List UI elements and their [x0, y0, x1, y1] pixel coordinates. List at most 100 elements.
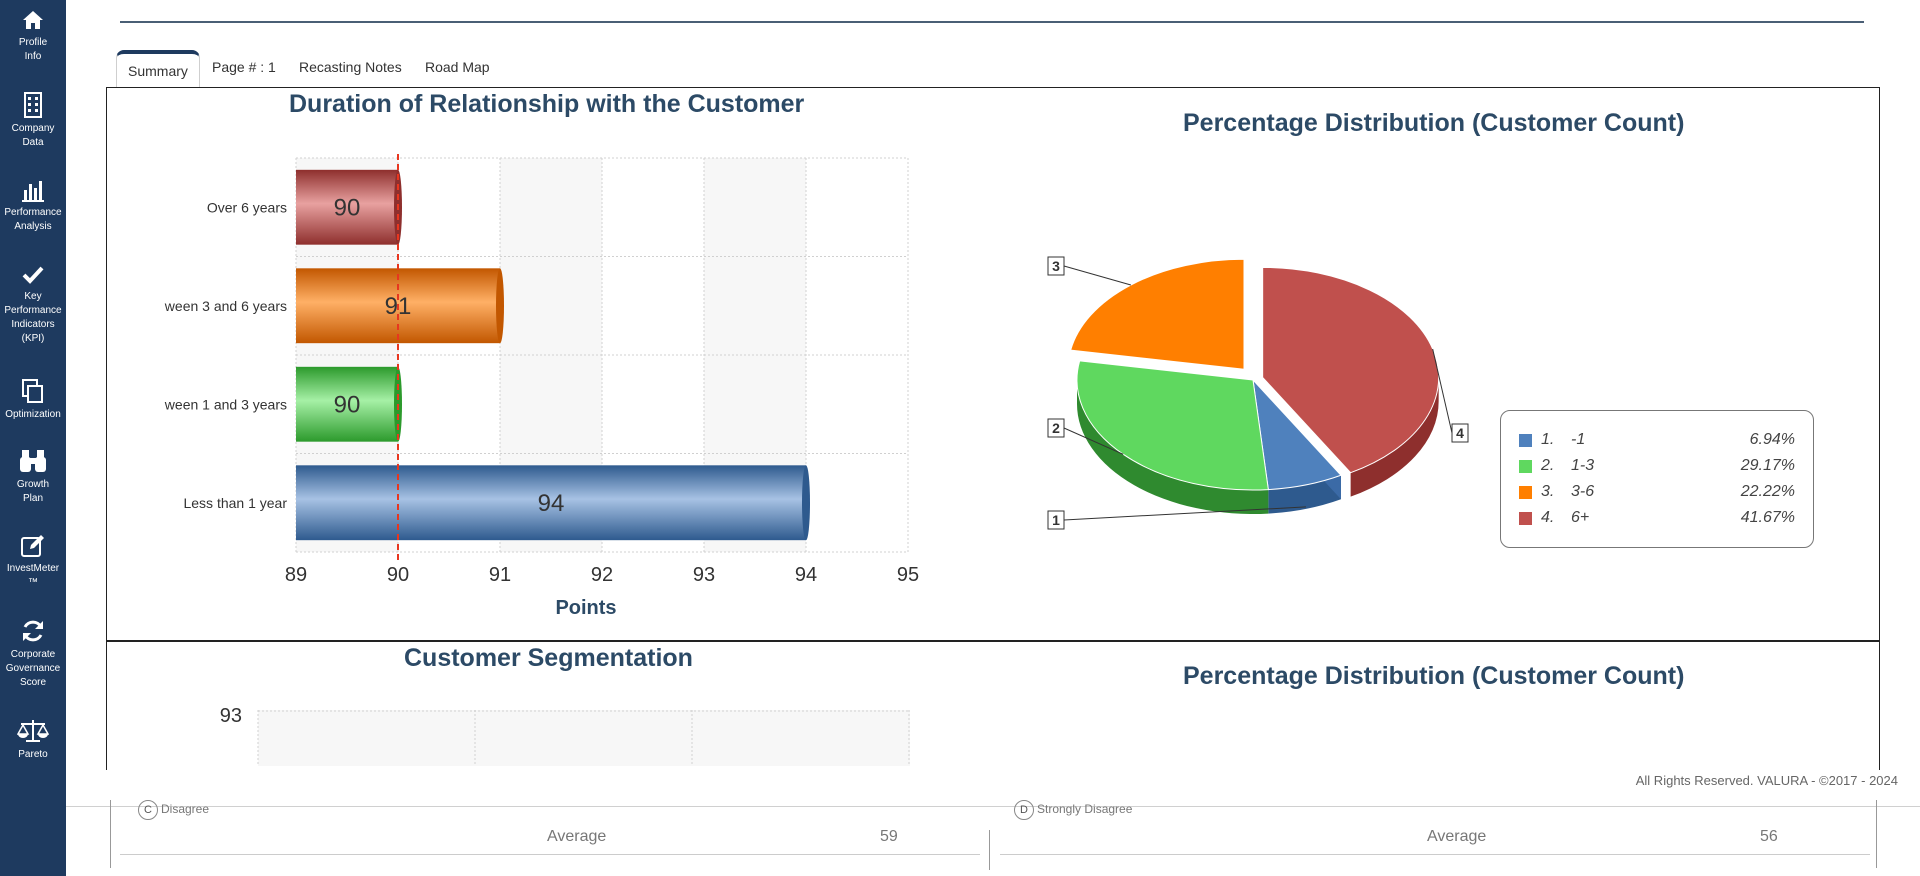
x-tick-label: 93: [693, 564, 715, 586]
tab-road-map[interactable]: Road Map: [425, 59, 490, 75]
pie-slice-side: [1268, 475, 1341, 514]
legend-number: 1.: [1541, 431, 1555, 448]
legend-percent: 41.67%: [1740, 509, 1795, 526]
nav-label: Corporate Governance Score: [5, 649, 61, 688]
nav-item-investmeter[interactable]: InvestMeter ™: [0, 534, 66, 590]
option-d-label: Strongly Disagree: [1037, 802, 1133, 816]
option-d[interactable]: D Strongly Disagree: [1014, 800, 1132, 820]
legend-percent: 22.22%: [1740, 483, 1795, 500]
legend-item[interactable]: 3. 3-6 22.22%: [1519, 481, 1795, 503]
pie-callout-box: [1047, 510, 1065, 530]
nav-item-optimization[interactable]: Optimization: [0, 378, 66, 422]
pie-callout-label: 2: [1052, 420, 1060, 436]
refresh-icon: [23, 620, 43, 642]
nav-label: Optimization: [5, 409, 61, 420]
legend-label: 6+: [1571, 509, 1590, 526]
pie-slice: [1076, 360, 1269, 491]
sidebar: Profile Info Company Data Performance An…: [0, 0, 66, 795]
option-d-letter: D: [1014, 800, 1034, 820]
category-label: Over 6 years: [207, 199, 287, 215]
distribution-pie-chart: 4 1 2 3: [1047, 256, 1469, 530]
grid-band: [258, 710, 910, 766]
pie-chart-title-2: Percentage Distribution (Customer Count): [1183, 662, 1685, 690]
panel-divider: [106, 640, 1879, 642]
pie-callout-box: [1047, 418, 1065, 438]
left-average-underline: [120, 854, 980, 855]
legend-swatch: [1519, 512, 1532, 525]
x-tick-label: 94: [795, 564, 817, 586]
legend-percent: 29.17%: [1740, 457, 1795, 474]
pie-callout-line: [1063, 427, 1124, 455]
bar-chart-icon: [22, 181, 44, 202]
pie-callout-label: 4: [1456, 425, 1464, 441]
x-tick-label: 91: [489, 564, 511, 586]
legend-label: -1: [1571, 431, 1586, 448]
option-c-label: Disagree: [161, 802, 210, 816]
bar-data-label: 90: [334, 391, 361, 418]
segmentation-chart-title: Customer Segmentation: [404, 644, 693, 672]
header-divider: [120, 21, 1864, 23]
bottom-center-border: [989, 830, 990, 870]
legend-percent: 6.94%: [1749, 431, 1795, 448]
nav-label: InvestMeter ™: [6, 563, 60, 588]
pie-callout-line: [1063, 265, 1132, 286]
option-c[interactable]: C Disagree: [138, 800, 209, 820]
bar: [296, 169, 398, 245]
pie-slice: [1070, 258, 1245, 370]
nav-label: Company Data: [11, 123, 55, 148]
bottom-right-border: [1876, 800, 1877, 868]
nav-item-pareto[interactable]: Pareto: [0, 718, 66, 762]
nav-item-profile-info[interactable]: Profile Info: [0, 8, 66, 64]
pie-callout-line: [1432, 348, 1453, 434]
nav-item-growth-plan[interactable]: Growth Plan: [0, 448, 66, 506]
legend-number: 2.: [1541, 457, 1555, 474]
nav-label: Profile Info: [18, 37, 48, 62]
right-average-label: Average: [1427, 828, 1487, 845]
left-average-value: 59: [880, 828, 898, 845]
bar-data-label: 90: [334, 194, 361, 221]
nav-label: Performance Analysis: [4, 207, 62, 232]
duration-bar-chart: 90 91 90 94 Over 6 years ween 3 and 6 years w…: [164, 154, 919, 619]
nav-item-performance-analysis[interactable]: Performance Analysis: [0, 178, 66, 234]
binoculars-icon: [20, 450, 46, 472]
nav-item-company-data[interactable]: Company Data: [0, 92, 66, 150]
x-tick-label: 89: [285, 564, 307, 586]
bar-axis: Over 6 years ween 3 and 6 years ween 1 and…: [164, 199, 919, 619]
legend-number: 4.: [1541, 509, 1555, 526]
bar-cap: [496, 268, 504, 344]
legend-label: 1-3: [1571, 457, 1595, 474]
x-axis-label: Points: [555, 597, 616, 619]
nav-label: Key Performance Indicators (KPI): [4, 291, 62, 344]
x-tick-label: 95: [897, 564, 919, 586]
legend-item[interactable]: 2. 1-3 29.17%: [1519, 455, 1795, 477]
tab-recasting-notes[interactable]: Recasting Notes: [299, 59, 402, 75]
tab-summary[interactable]: Summary: [116, 50, 200, 90]
legend-swatch: [1519, 460, 1532, 473]
pie-legend: 1. -1 6.94% 2. 1-3 29.17% 3. 3-6 22.22% 4. 6+ 41.67…: [1500, 410, 1814, 548]
tab-page-1[interactable]: Page # : 1: [212, 59, 276, 75]
survey-bottom-row: C Disagree D Strongly Disagree Average 59 …: [104, 800, 1880, 876]
left-average-label: Average: [547, 828, 607, 845]
category-label: ween 1 and 3 years: [164, 396, 287, 412]
legend-swatch: [1519, 434, 1532, 447]
check-icon: [22, 266, 44, 284]
nav-label: Growth Plan: [16, 479, 50, 504]
pie-callout-box: [1047, 256, 1065, 276]
legend-label: 3-6: [1571, 483, 1595, 500]
nav-label: Pareto: [18, 749, 48, 760]
pie-callout-label: 3: [1052, 258, 1060, 274]
footer: [66, 770, 1920, 807]
bar-cap: [802, 465, 810, 541]
pie-slice-side: [1077, 380, 1269, 514]
duration-chart-title: Duration of Relationship with the Custom…: [289, 90, 805, 118]
legend-item[interactable]: 4. 6+ 41.67%: [1519, 507, 1795, 529]
nav-item-kpi[interactable]: Key Performance Indicators (KPI): [0, 264, 66, 346]
legend-item[interactable]: 1. -1 6.94%: [1519, 429, 1795, 451]
segmentation-grid: 93: [220, 706, 910, 766]
category-label: Less than 1 year: [183, 495, 287, 511]
category-label: ween 3 and 6 years: [164, 298, 287, 314]
legend-number: 3.: [1541, 483, 1555, 500]
x-tick-label: 90: [387, 564, 409, 586]
nav-item-corporate-governance[interactable]: Corporate Governance Score: [0, 618, 66, 690]
